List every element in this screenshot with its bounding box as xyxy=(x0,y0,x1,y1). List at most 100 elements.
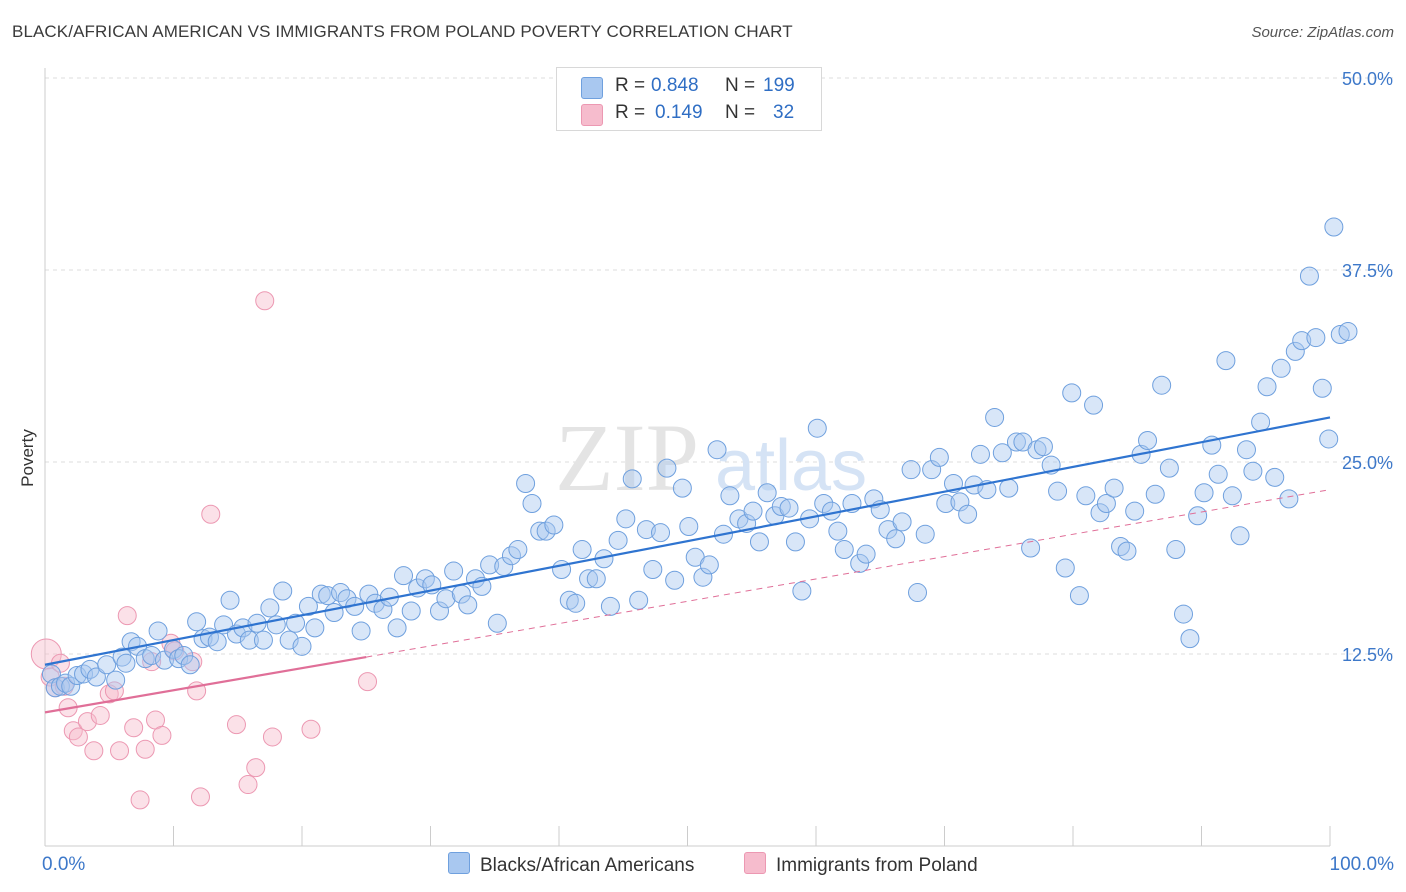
y-tick-label: 50.0% xyxy=(1342,69,1393,89)
point-poland xyxy=(262,727,282,747)
point-poland xyxy=(201,504,221,524)
legend-r-label: R = xyxy=(615,75,646,96)
point-blacks xyxy=(253,630,273,650)
point-blacks xyxy=(665,570,685,590)
point-blacks xyxy=(629,590,649,610)
watermark: ZIP atlas xyxy=(555,404,867,511)
point-blacks xyxy=(1265,467,1285,487)
point-blacks xyxy=(220,590,240,610)
legend-n-value: 199 xyxy=(763,75,795,96)
point-blacks xyxy=(1174,604,1194,624)
point-blacks xyxy=(785,532,805,552)
point-blacks xyxy=(239,630,259,650)
point-blacks xyxy=(1251,412,1271,432)
point-blacks xyxy=(544,515,564,535)
point-blacks xyxy=(779,498,799,518)
point-blacks xyxy=(720,486,740,506)
point-blacks xyxy=(148,621,168,641)
legend-n-label: N = xyxy=(725,75,756,96)
point-blacks xyxy=(922,460,942,480)
point-poland xyxy=(63,721,83,741)
trend-line-poland-extrapolated xyxy=(366,489,1331,658)
point-blacks xyxy=(50,676,70,696)
point-blacks xyxy=(771,497,791,517)
legend-r-value: 0.149 xyxy=(655,102,703,123)
point-poland xyxy=(246,758,266,778)
point-blacks xyxy=(1104,478,1124,498)
point-blacks xyxy=(311,584,331,604)
point-blacks xyxy=(1306,328,1326,348)
x-tick-labels: 0.0% 100.0% xyxy=(42,854,1394,875)
point-blacks xyxy=(487,613,507,633)
point-blacks xyxy=(1271,358,1291,378)
point-blacks xyxy=(707,440,727,460)
point-blacks xyxy=(636,520,656,540)
point-blacks xyxy=(1021,538,1041,558)
point-blacks xyxy=(1208,464,1228,484)
point-blacks xyxy=(142,646,162,666)
point-blacks xyxy=(679,517,699,537)
point-blacks xyxy=(892,512,912,532)
point-poland xyxy=(301,719,321,739)
point-blacks xyxy=(929,447,949,467)
point-blacks xyxy=(566,593,586,613)
point-blacks xyxy=(1324,217,1344,237)
point-blacks xyxy=(699,555,719,575)
point-blacks xyxy=(908,583,928,603)
point-blacks xyxy=(207,632,227,652)
point-blacks xyxy=(608,530,628,550)
point-blacks xyxy=(992,443,1012,463)
point-blacks xyxy=(1138,430,1158,450)
legend-swatch-pink xyxy=(581,104,603,126)
point-blacks xyxy=(1076,486,1096,506)
point-blacks xyxy=(999,478,1019,498)
point-blacks xyxy=(1312,378,1332,398)
point-poland xyxy=(110,741,130,761)
point-blacks xyxy=(1117,541,1137,561)
legend-n-label: N = xyxy=(725,102,756,123)
point-blacks xyxy=(915,524,935,544)
point-blacks xyxy=(436,589,456,609)
point-blacks xyxy=(429,601,449,621)
x-tick-label-max: 100.0% xyxy=(1330,854,1395,875)
point-blacks xyxy=(643,560,663,580)
point-blacks xyxy=(672,478,692,498)
point-blacks xyxy=(1319,429,1339,449)
point-blacks xyxy=(516,474,536,494)
point-blacks xyxy=(1166,540,1186,560)
bottom-legend-swatch-pink xyxy=(744,852,766,874)
bottom-legend-swatch-blue xyxy=(448,852,470,874)
point-blacks xyxy=(387,618,407,638)
point-blacks xyxy=(1285,341,1305,361)
point-blacks xyxy=(1299,266,1319,286)
point-blacks xyxy=(1145,484,1165,504)
x-tick-label-min: 0.0% xyxy=(42,854,85,875)
point-blacks xyxy=(1230,526,1250,546)
point-blacks xyxy=(480,555,500,575)
point-blacks xyxy=(1062,383,1082,403)
point-blacks xyxy=(936,493,956,513)
point-blacks xyxy=(886,529,906,549)
point-blacks xyxy=(61,676,81,696)
point-blacks xyxy=(807,418,827,438)
point-blacks xyxy=(1194,483,1214,503)
bottom-legend-blacks: Blacks/African Americans xyxy=(448,852,694,877)
point-blacks xyxy=(1125,501,1145,521)
point-blacks xyxy=(116,653,136,673)
point-blacks xyxy=(1006,432,1026,452)
point-blacks xyxy=(985,407,1005,427)
watermark-atlas: atlas xyxy=(715,426,867,506)
point-poland xyxy=(130,790,150,810)
point-blacks xyxy=(970,444,990,464)
point-blacks xyxy=(586,569,606,589)
point-blacks xyxy=(56,673,76,693)
point-blacks xyxy=(530,521,550,541)
point-blacks xyxy=(572,540,592,560)
point-blacks xyxy=(651,523,671,543)
point-blacks xyxy=(958,504,978,524)
point-blacks xyxy=(1257,377,1277,397)
point-poland xyxy=(226,715,246,735)
point-blacks xyxy=(856,544,876,564)
point-blacks xyxy=(757,483,777,503)
